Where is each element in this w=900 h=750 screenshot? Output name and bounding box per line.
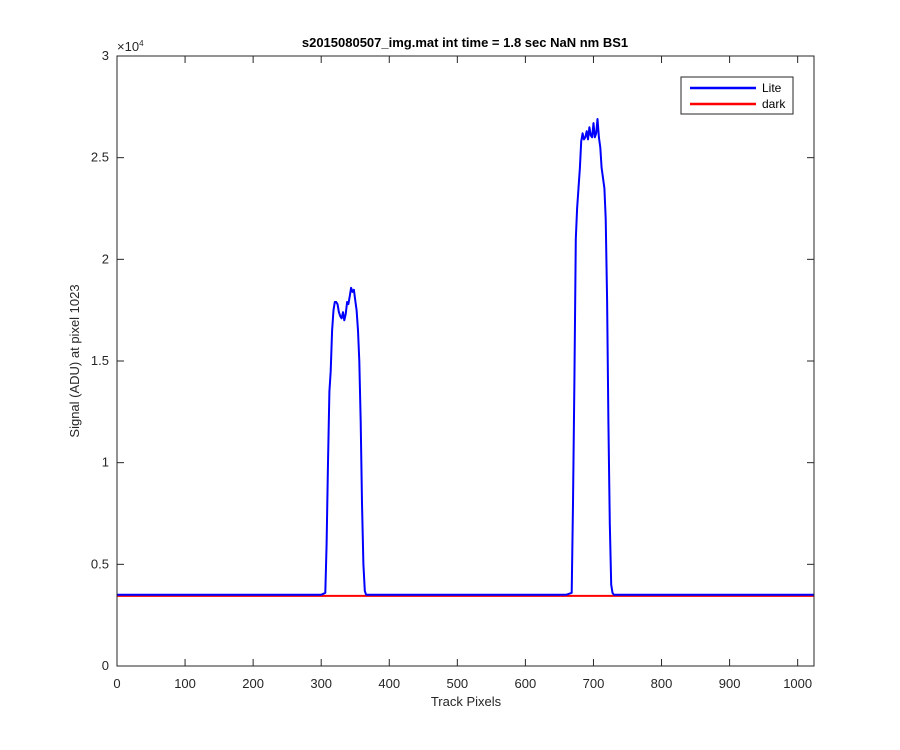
legend-box [680,76,794,115]
plot-area [117,56,814,666]
y-axis-label: Signal (ADU) at pixel 1023 [67,284,82,437]
legend-label-lite: Lite [762,81,782,95]
x-tick-label: 100 [174,676,196,691]
legend: Lite dark [680,76,794,115]
x-axis-label: Track Pixels [431,694,502,709]
chart-title: s2015080507_img.mat int time = 1.8 sec N… [302,35,628,50]
y-tick-label: 2.5 [91,150,109,165]
x-tick-label: 200 [242,676,264,691]
y-tick-label: 2 [102,251,109,266]
x-tick-label: 300 [310,676,332,691]
x-tick-label: 500 [446,676,468,691]
y-tick-label: 1 [102,455,109,470]
y-tick-label: 0 [102,658,109,673]
x-tick-label: 1000 [783,676,812,691]
y-exponent: ×104 [117,39,144,54]
x-tick-label: 0 [113,676,120,691]
y-exponent-power: 4 [139,39,144,48]
x-tick-label: 800 [651,676,673,691]
series-line-lite [117,118,814,596]
y-tick-label: 1.5 [91,353,109,368]
tick-layer: 0 100 200 300 400 500 600 700 800 900 1000 0 0.5 1 1.5… [91,48,814,691]
x-tick-label: 600 [515,676,537,691]
legend-label-dark: dark [762,97,786,111]
y-tick-label: 3 [102,48,109,63]
y-tick-label: 0.5 [91,556,109,571]
x-tick-label: 700 [583,676,605,691]
series-layer [117,118,814,597]
x-tick-label: 900 [719,676,741,691]
x-tick-label: 400 [378,676,400,691]
y-exponent-base: ×10 [117,39,139,54]
